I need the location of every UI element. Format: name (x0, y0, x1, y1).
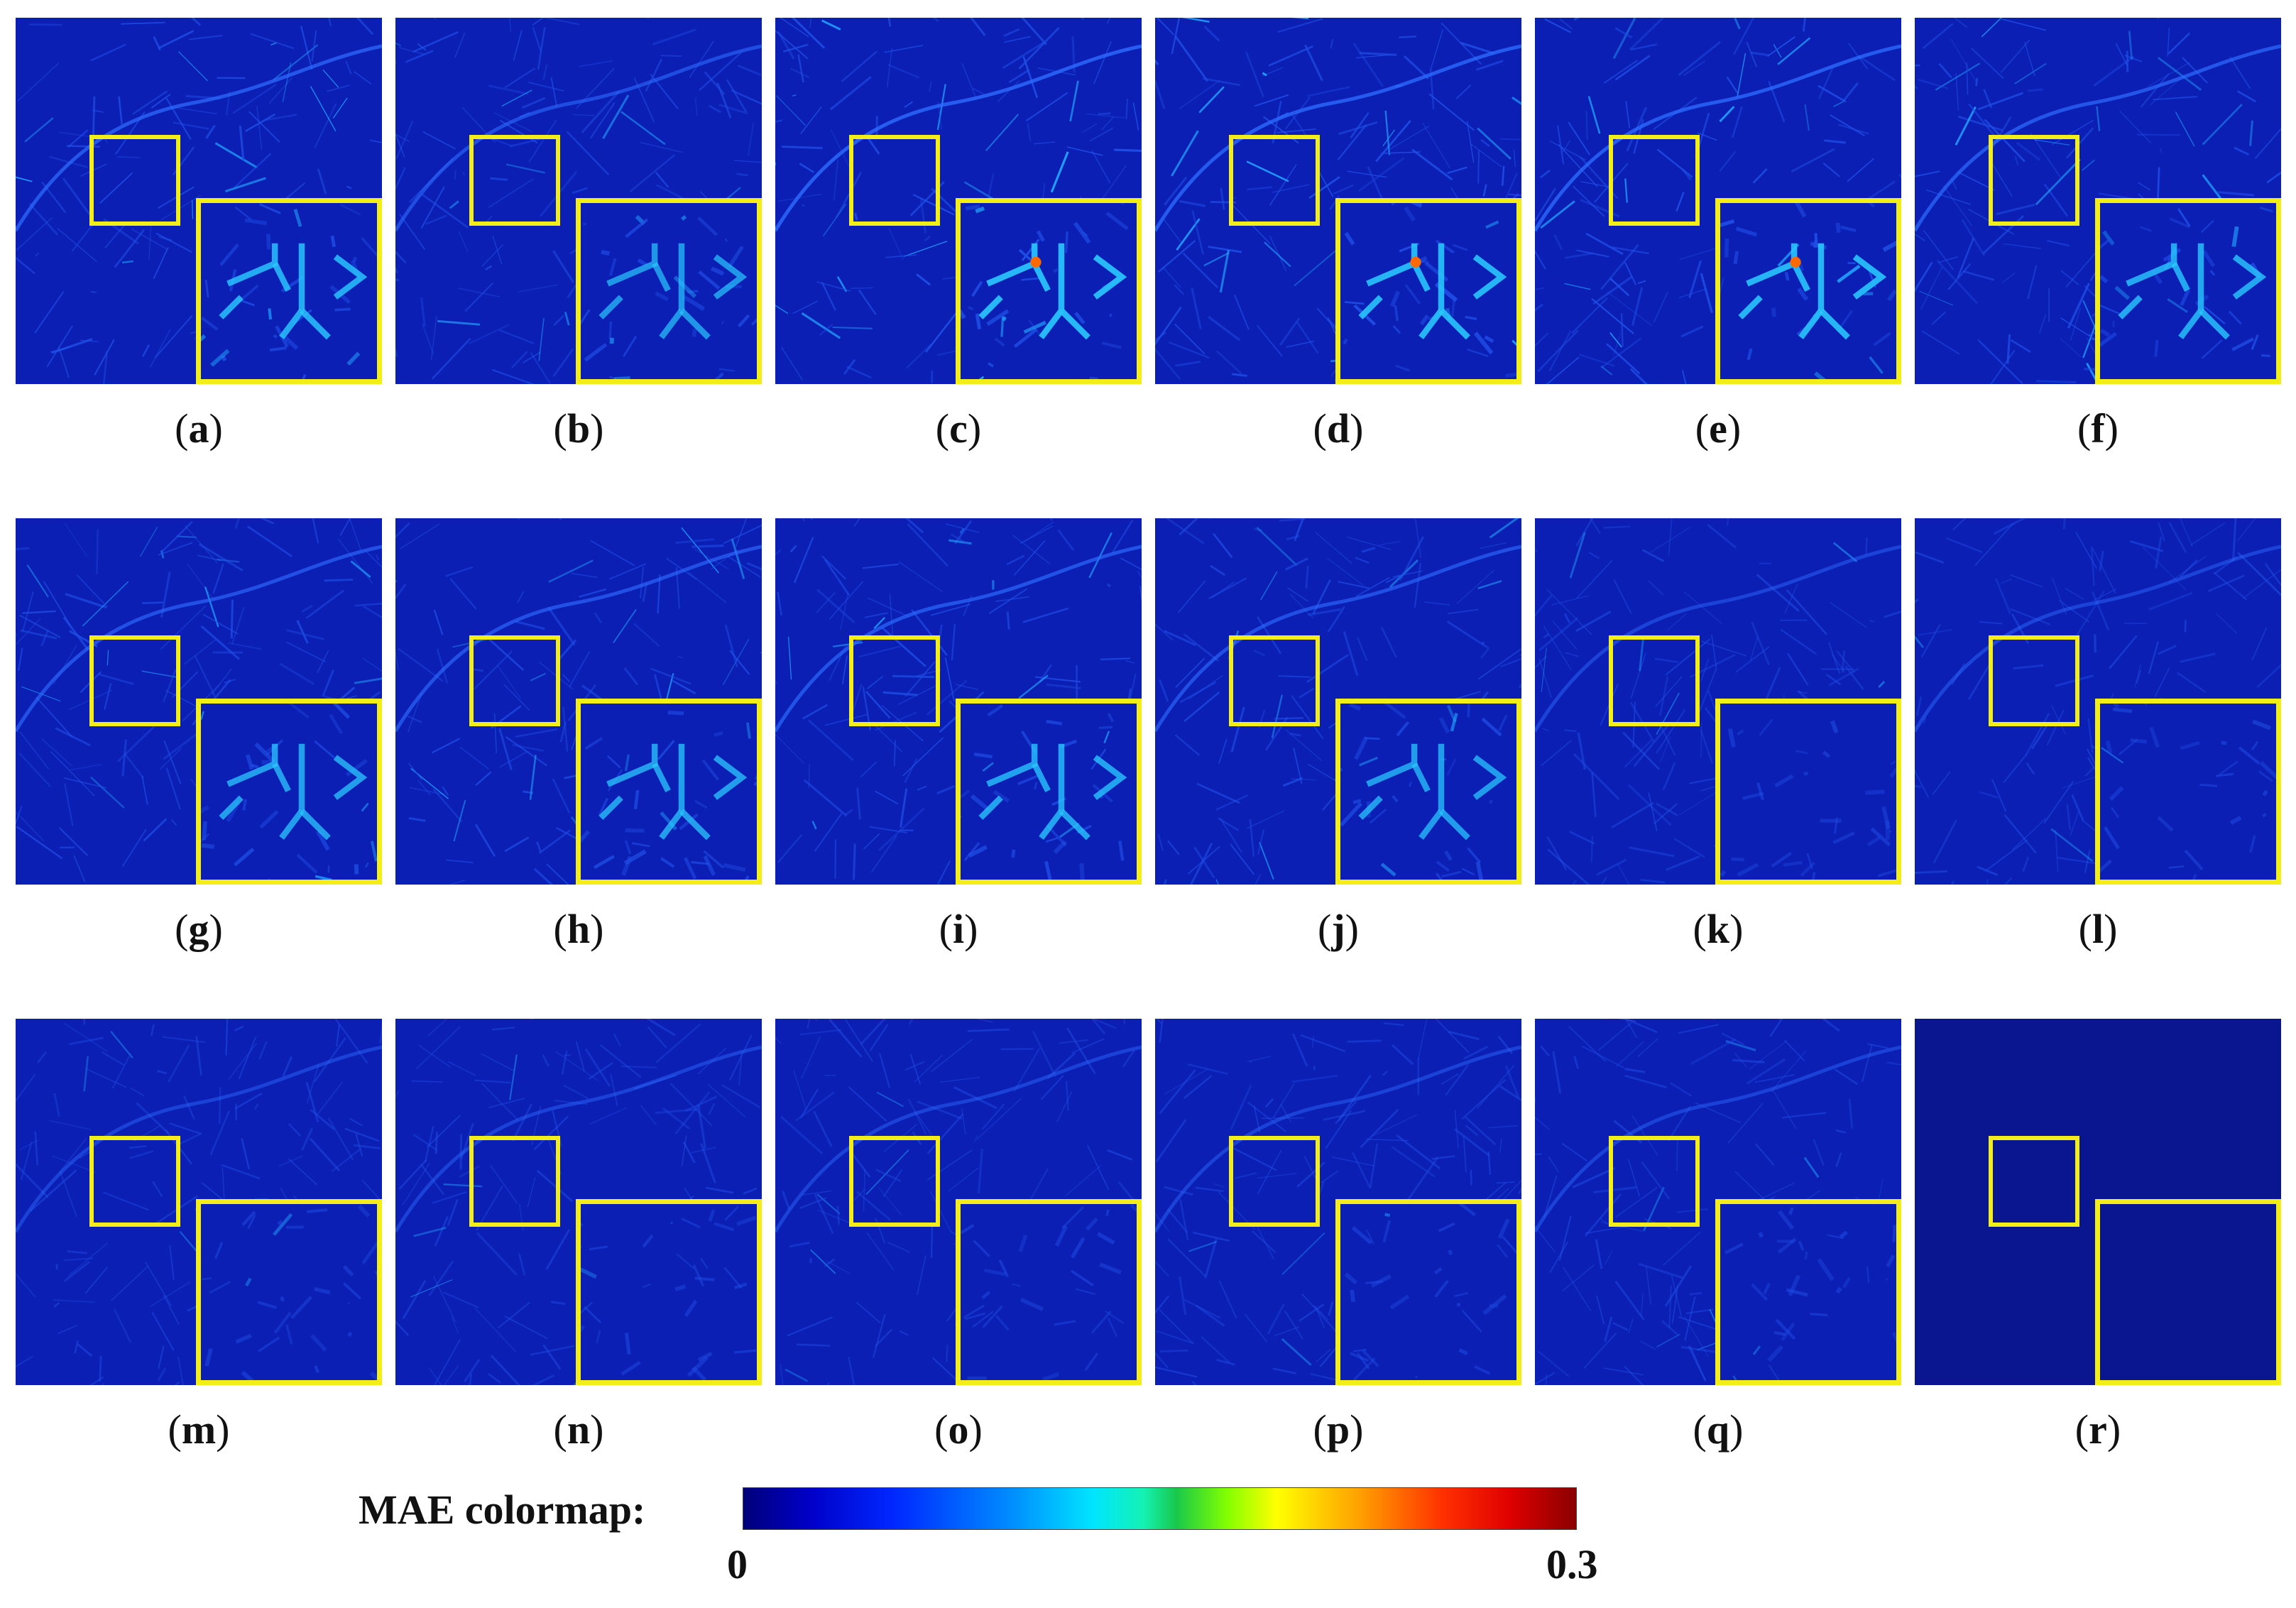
panel-label-i: (i) (939, 906, 978, 952)
panel-letter: d (1326, 405, 1350, 452)
error-map-panel-d (1155, 18, 1521, 384)
zoom-inset (576, 198, 762, 384)
error-map-panel-r (1915, 1019, 2281, 1385)
panel-label-h: (h) (553, 906, 604, 952)
roi-box (1229, 635, 1320, 726)
roi-box (1609, 635, 1700, 726)
zoom-inset (1335, 1199, 1521, 1385)
panel-label-o: (o) (934, 1406, 983, 1453)
error-map-panel-c (775, 18, 1142, 384)
colorbar-min-label: 0 (727, 1541, 748, 1587)
zoom-inset (2095, 198, 2281, 384)
panel-letter: k (1706, 906, 1730, 952)
panel-label-q: (q) (1693, 1406, 1744, 1453)
panel-label-b: (b) (553, 405, 604, 452)
roi-box (1609, 135, 1700, 226)
roi-box (849, 1136, 940, 1227)
error-map-panel-p (1155, 1019, 1521, 1385)
zoom-inset (576, 1199, 762, 1385)
panel-label-k: (k) (1693, 906, 1744, 952)
roi-box (89, 135, 180, 226)
panel-letter: a (188, 405, 209, 452)
error-map-panel-l (1915, 518, 2281, 885)
roi-box (89, 1136, 180, 1227)
panel-label-p: (p) (1313, 1406, 1364, 1453)
roi-box (469, 635, 560, 726)
panel-letter: q (1706, 1406, 1730, 1453)
roi-box (1229, 1136, 1320, 1227)
zoom-inset (2095, 1199, 2281, 1385)
roi-box (1989, 1136, 2079, 1227)
panel-letter: c (949, 405, 968, 452)
panel-label-n: (n) (553, 1406, 604, 1453)
roi-box (849, 135, 940, 226)
panel-label-c: (c) (935, 405, 982, 452)
error-map-panel-m (16, 1019, 382, 1385)
zoom-inset (956, 1199, 1142, 1385)
colorbar-max-label: 0.3 (1546, 1541, 1598, 1587)
zoom-inset (956, 699, 1142, 885)
roi-box (849, 635, 940, 726)
panel-letter: m (181, 1406, 217, 1453)
panel-letter: r (2089, 1406, 2107, 1453)
error-map-panel-h (395, 518, 762, 885)
panel-letter: o (948, 1406, 969, 1453)
error-map-panel-b (395, 18, 762, 384)
colorbar-title: MAE colormap: (359, 1487, 646, 1533)
panel-label-j: (j) (1318, 906, 1359, 952)
panel-label-g: (g) (175, 906, 223, 952)
zoom-inset (196, 699, 382, 885)
panel-letter: h (567, 906, 591, 952)
error-map-panel-i (775, 518, 1142, 885)
roi-box (1989, 135, 2079, 226)
panel-label-m: (m) (168, 1406, 230, 1453)
zoom-inset (1335, 198, 1521, 384)
panel-label-l: (l) (2078, 906, 2118, 952)
zoom-inset (1715, 198, 1901, 384)
zoom-inset (1715, 1199, 1901, 1385)
panel-letter: e (1709, 405, 1727, 452)
zoom-inset (1715, 699, 1901, 885)
colorbar (743, 1487, 1577, 1530)
zoom-inset (196, 198, 382, 384)
roi-box (469, 1136, 560, 1227)
panel-label-d: (d) (1313, 405, 1364, 452)
zoom-inset (1335, 699, 1521, 885)
error-map-panel-g (16, 518, 382, 885)
error-map-panel-j (1155, 518, 1521, 885)
roi-box (1229, 135, 1320, 226)
panel-letter: b (567, 405, 591, 452)
error-map-panel-q (1535, 1019, 1901, 1385)
panel-letter: i (952, 906, 965, 952)
error-map-panel-a (16, 18, 382, 384)
roi-box (89, 635, 180, 726)
zoom-inset (196, 1199, 382, 1385)
panel-label-e: (e) (1695, 405, 1742, 452)
error-map-panel-f (1915, 18, 2281, 384)
roi-box (1609, 1136, 1700, 1227)
panel-letter: l (2092, 906, 2104, 952)
panel-letter: j (1331, 906, 1345, 952)
zoom-inset (576, 699, 762, 885)
panel-label-r: (r) (2074, 1406, 2121, 1453)
panel-letter: f (2091, 405, 2105, 452)
zoom-inset (956, 198, 1142, 384)
panel-letter: n (567, 1406, 591, 1453)
roi-box (1989, 635, 2079, 726)
panel-letter: g (188, 906, 209, 952)
panel-label-f: (f) (2077, 405, 2119, 452)
panel-label-a: (a) (175, 405, 223, 452)
error-map-panel-e (1535, 18, 1901, 384)
error-map-panel-o (775, 1019, 1142, 1385)
panel-letter: p (1326, 1406, 1350, 1453)
error-map-panel-k (1535, 518, 1901, 885)
roi-box (469, 135, 560, 226)
zoom-inset (2095, 699, 2281, 885)
error-map-panel-n (395, 1019, 762, 1385)
